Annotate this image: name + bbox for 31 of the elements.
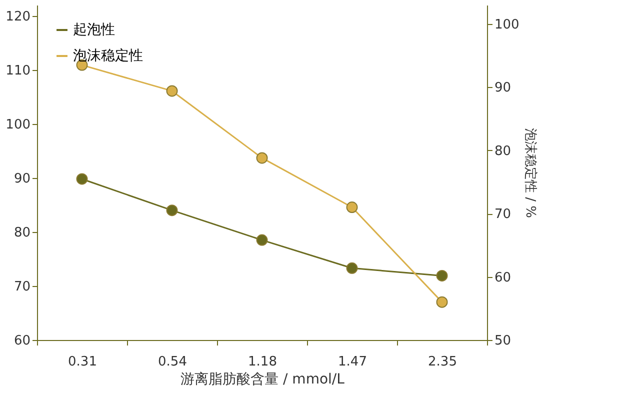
y-tick-label: 100	[6, 117, 30, 132]
y2-tick-label: 60	[494, 270, 512, 286]
legend-label: 泡沫稳定性	[73, 48, 143, 64]
point	[166, 204, 178, 216]
y-tick-label: 70	[14, 279, 30, 294]
x-tick-label: 0.54	[158, 354, 187, 370]
y-tick-label: 80	[14, 225, 30, 240]
y2-tick-label: 100	[494, 17, 520, 32]
point	[256, 152, 268, 164]
point	[76, 173, 88, 185]
x-tick-label: 0.31	[68, 354, 97, 370]
y2-axis-title: 泡沫稳定性 / %	[522, 128, 538, 218]
y2-tick-label: 80	[494, 144, 512, 159]
y-tick-label: 120	[6, 9, 30, 24]
point	[346, 262, 358, 274]
y-tick-label: 90	[14, 171, 30, 186]
x-tick-label: 2.35	[428, 354, 457, 370]
y2-tick-label: 90	[494, 80, 512, 96]
x-tick-label: 1.47	[338, 354, 367, 370]
y-tick-label: 110	[6, 63, 30, 78]
point	[166, 85, 178, 97]
y2-tick-label: 50	[494, 334, 512, 348]
y2-tick-label: 70	[494, 207, 512, 222]
x-tick-label: 1.18	[248, 354, 277, 370]
point	[346, 202, 358, 213]
point	[256, 234, 268, 246]
point	[436, 270, 448, 282]
x-axis-title: 游离脂肪酸含量 / mmol/L	[180, 372, 345, 388]
point	[436, 296, 448, 308]
y-tick-label: 60	[14, 334, 30, 348]
legend-label: 起泡性	[73, 22, 115, 38]
